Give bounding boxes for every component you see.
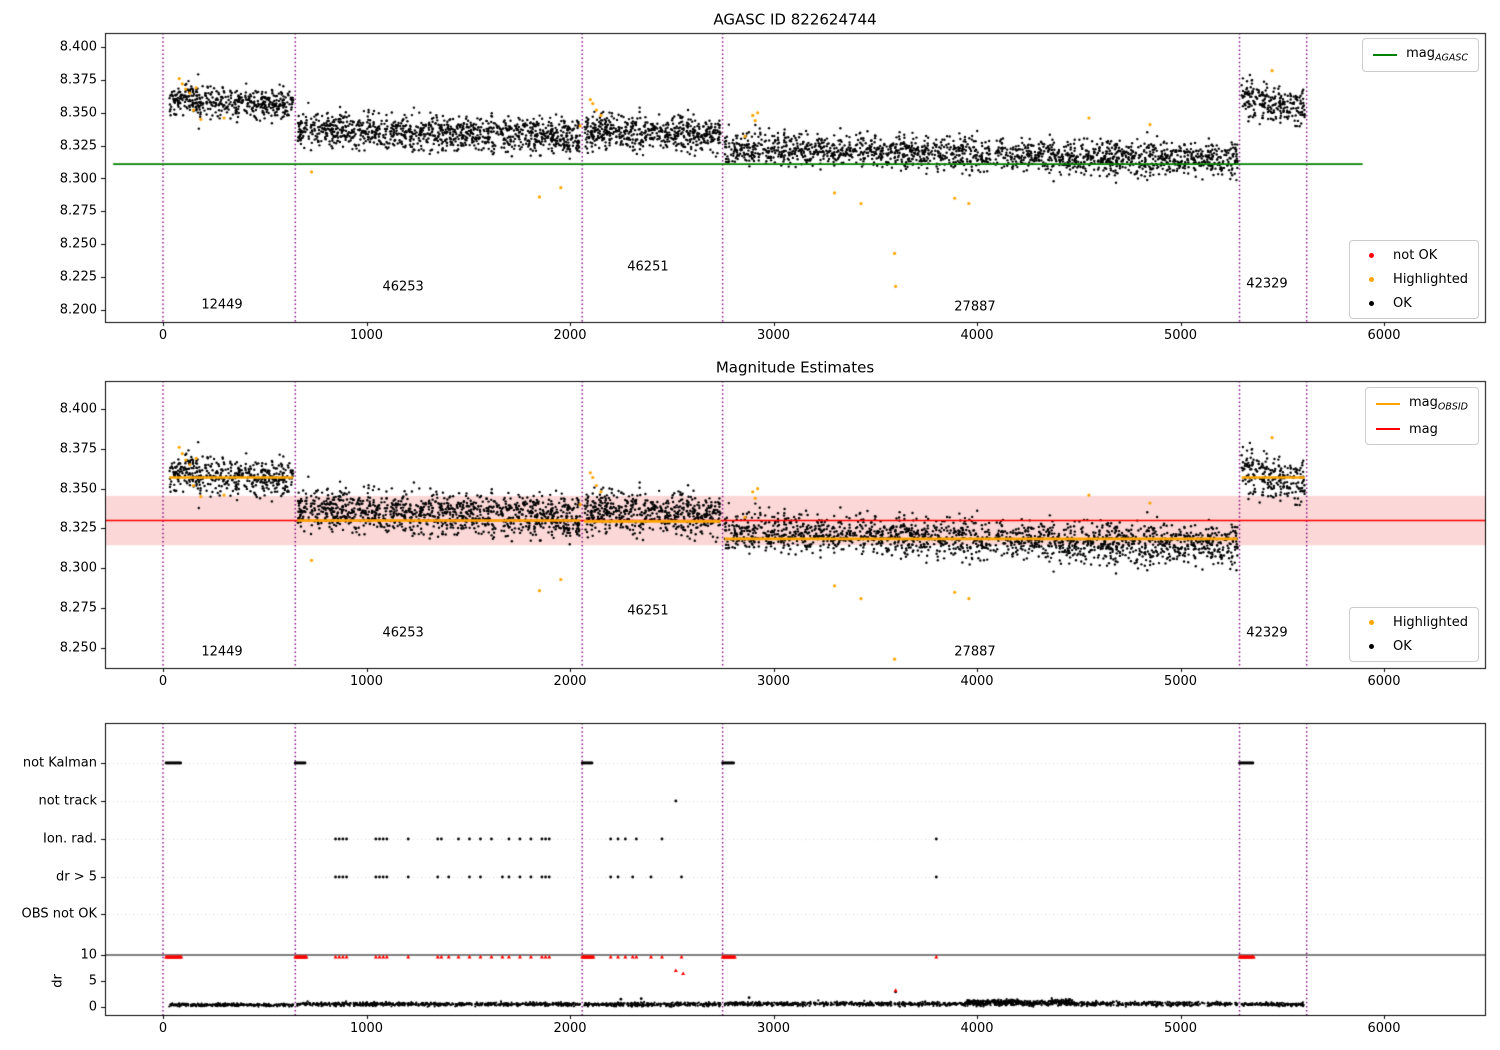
- row-label-dr-gt-5: dr > 5: [55, 869, 97, 885]
- plot2-y-tick-label: 8.375: [59, 441, 97, 457]
- ok-legend-label: OK: [1393, 639, 1412, 654]
- ok-marker-icon: [1369, 644, 1375, 649]
- legend-entry-mag-obsid: magOBSID: [1375, 395, 1468, 413]
- dr-tick-0: 0: [88, 999, 97, 1015]
- plot2-x-tick-label: 0: [158, 674, 168, 689]
- plot2-x-tick-label: 4000: [960, 674, 994, 689]
- plot2-y-tick-label: 8.275: [59, 600, 97, 616]
- dr-tick-10: 10: [80, 947, 97, 963]
- highlighted-legend-label: Highlighted: [1393, 272, 1468, 287]
- highlighted-marker-icon: [1369, 620, 1375, 625]
- mag-line-sample: [1375, 428, 1400, 431]
- plot1-x-tick-label: 4000: [960, 328, 994, 343]
- plot1-y-tick-label: 8.325: [59, 138, 97, 154]
- plot2-y-tick-label: 8.300: [59, 560, 97, 576]
- plot3-x-tick-label: 6000: [1367, 1021, 1401, 1036]
- highlighted-legend-label: Highlighted: [1393, 615, 1468, 630]
- plot1-x-tick-label: 1000: [349, 328, 384, 343]
- plot1-y-tick-label: 8.250: [59, 236, 97, 252]
- row-label-obs-not-ok: OBS not OK: [21, 906, 98, 922]
- plot3-x-tick-label: 1000: [349, 1021, 384, 1036]
- plot2-line-legend: magOBSID mag: [1364, 387, 1479, 445]
- mag-obsid-legend-label: magOBSID: [1408, 395, 1468, 413]
- plot2-x-tick-label: 3000: [756, 674, 791, 689]
- plot2-x-tick-label: 6000: [1367, 674, 1401, 689]
- plot1-y-tick-label: 8.275: [59, 203, 97, 219]
- plot2-obsid-label: 42329: [1246, 625, 1288, 641]
- row-label-ion-rad: Ion. rad.: [43, 831, 97, 847]
- legend-entry-ok-2: OK: [1360, 639, 1468, 654]
- mag-agasc-legend-label: magAGASC: [1406, 46, 1468, 64]
- plot2-x-tick-label: 2000: [553, 674, 587, 689]
- plot1-y-tick-label: 8.400: [59, 39, 97, 55]
- plot1-obsid-label: 27887: [954, 299, 996, 315]
- row-label-not-track: not track: [38, 793, 97, 809]
- plot2-points-legend: Highlighted OK: [1349, 607, 1479, 662]
- plot1-line-legend: magAGASC: [1362, 38, 1479, 72]
- plot2-obsid-label: 27887: [954, 644, 996, 660]
- plot2-y-tick-label: 8.350: [59, 481, 97, 497]
- highlighted-marker-icon: [1369, 277, 1375, 282]
- plot1-y-tick-label: 8.200: [59, 302, 97, 318]
- plot1-obsid-label: 46253: [382, 279, 424, 295]
- mag-legend-label: mag: [1408, 421, 1438, 437]
- legend-entry-ok: OK: [1360, 296, 1468, 311]
- legend-entry-not-ok: not OK: [1360, 248, 1468, 263]
- plot2-title: Magnitude Estimates: [715, 358, 875, 377]
- ok-legend-label: OK: [1393, 296, 1412, 311]
- plot1-y-tick-label: 8.375: [59, 72, 97, 88]
- dr-tick-5: 5: [88, 973, 97, 989]
- plot1-y-tick-label: 8.300: [59, 171, 97, 186]
- plot1-x-tick-label: 6000: [1367, 328, 1401, 343]
- plot1-y-tick-label: 8.225: [59, 269, 97, 285]
- plot2-obsid-label: 46253: [382, 625, 424, 641]
- row-label-not-kalman: not Kalman: [22, 755, 97, 771]
- dr-axis-label: dr: [50, 974, 66, 988]
- plot2-obsid-label: 12449: [201, 644, 243, 660]
- plot2-x-tick-label: 5000: [1163, 674, 1198, 689]
- mag-agasc-line-sample: [1373, 53, 1398, 56]
- plot1-points-legend: not OK Highlighted OK: [1349, 240, 1479, 319]
- plot1-x-tick-label: 3000: [756, 328, 791, 343]
- plot2-obsid-label: 46251: [627, 603, 669, 619]
- plot3-x-tick-label: 0: [158, 1021, 168, 1036]
- plot2-x-tick-label: 1000: [349, 674, 384, 689]
- plot1-obsid-label: 12449: [201, 297, 243, 313]
- plot1-y-tick-label: 8.350: [59, 105, 97, 121]
- legend-entry-highlighted-2: Highlighted: [1360, 615, 1468, 630]
- plot3-x-tick-label: 3000: [756, 1021, 791, 1036]
- legend-entry-mag: mag: [1375, 421, 1468, 437]
- plot3-x-tick-label: 2000: [553, 1021, 587, 1036]
- plot1-title: AGASC ID 822624744: [713, 10, 877, 29]
- mag-obsid-line-sample: [1375, 402, 1400, 405]
- not-ok-marker-icon: [1369, 253, 1375, 258]
- plot1-obsid-label: 46251: [627, 259, 669, 275]
- plot2-y-tick-label: 8.325: [59, 520, 97, 536]
- legend-entry-mag-agasc: magAGASC: [1373, 46, 1468, 64]
- plot2-y-tick-label: 8.400: [59, 401, 97, 417]
- plot3-x-tick-label: 5000: [1163, 1021, 1198, 1036]
- plot1-x-tick-label: 5000: [1163, 328, 1198, 343]
- plot1-obsid-label: 42329: [1246, 276, 1288, 292]
- legend-entry-highlighted: Highlighted: [1360, 272, 1468, 287]
- plot3-x-tick-label: 4000: [960, 1021, 994, 1036]
- plot1-x-tick-label: 0: [158, 328, 168, 343]
- plot2-y-tick-label: 8.250: [59, 640, 97, 656]
- ok-marker-icon: [1369, 301, 1375, 306]
- not-ok-legend-label: not OK: [1393, 248, 1438, 263]
- plot1-x-tick-label: 2000: [553, 328, 587, 343]
